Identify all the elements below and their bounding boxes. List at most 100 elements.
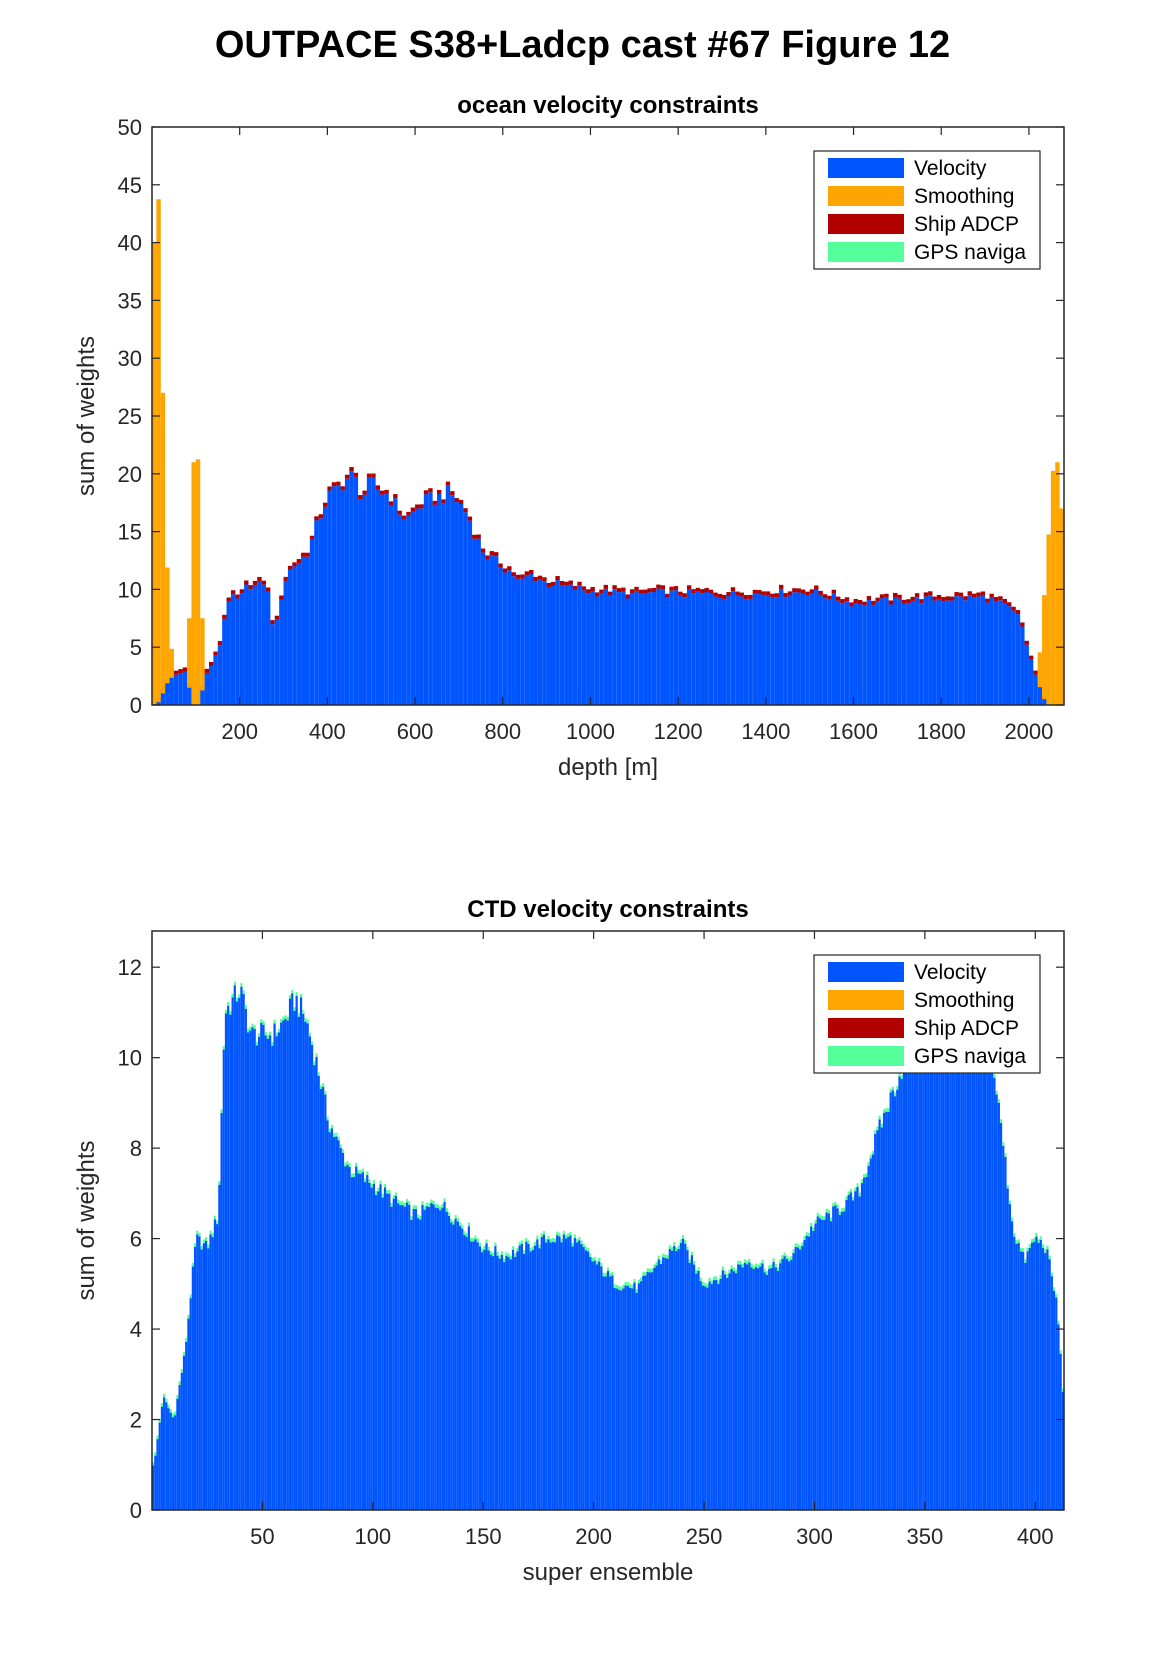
bar-cap: [483, 1246, 486, 1250]
bar-velocity: [492, 1256, 495, 1510]
bar-cap: [266, 1035, 270, 1039]
bar-velocity: [628, 1287, 632, 1510]
bar-cap: [730, 587, 736, 592]
bar-velocity: [314, 520, 319, 705]
bar-cap: [454, 1215, 457, 1219]
bar-cap: [304, 1018, 307, 1022]
y-tick-label: 45: [118, 173, 142, 198]
bar-cap: [598, 1257, 601, 1262]
bar-cap: [844, 597, 850, 602]
bar-cap: [936, 594, 942, 599]
bar-velocity: [761, 595, 766, 705]
bar-velocity: [260, 1022, 263, 1510]
bar-cap: [327, 486, 332, 491]
bar-cap: [524, 571, 530, 576]
bar-velocity: [341, 1152, 345, 1510]
bar-cap: [344, 1162, 347, 1167]
bar-velocity: [1008, 1204, 1012, 1510]
bar-cap: [410, 1216, 413, 1220]
bar-velocity: [739, 596, 744, 705]
bar-cap: [1006, 1184, 1009, 1189]
bar-velocity: [516, 1251, 519, 1510]
bar-cap: [308, 1032, 311, 1037]
bar-velocity: [480, 552, 486, 705]
bar-velocity: [231, 997, 234, 1510]
bar-velocity: [350, 1177, 353, 1510]
bar-cap: [341, 1149, 345, 1153]
bar-velocity: [458, 503, 464, 705]
bar-velocity: [986, 1038, 989, 1510]
bar-cap: [485, 555, 490, 560]
bar-velocity: [768, 1268, 771, 1510]
legend: Velocity Smoothing Ship ADCP GPS naviga: [813, 150, 1041, 270]
bar-cap: [914, 593, 920, 598]
bar-velocity: [893, 1096, 897, 1510]
bar-cap: [393, 494, 398, 499]
bar-cap: [980, 591, 986, 596]
bar-velocity: [928, 595, 933, 705]
bar-velocity: [752, 1269, 755, 1510]
bar-cap: [441, 499, 446, 504]
bar-cap: [799, 1245, 802, 1250]
bar-cap: [976, 592, 981, 597]
bar-cap: [454, 498, 459, 503]
bar-velocity: [958, 596, 964, 705]
bar-velocity: [202, 1243, 205, 1510]
bar-cap: [366, 1171, 369, 1176]
bar-velocity: [529, 573, 534, 705]
bar-cap: [213, 651, 218, 656]
bar-velocity: [748, 598, 753, 705]
bar-cap: [857, 599, 863, 605]
bar-velocity: [796, 1247, 800, 1510]
bar-velocity: [340, 490, 345, 705]
bar-cap: [494, 552, 499, 557]
bar-velocity: [854, 1191, 857, 1510]
bar-velocity: [520, 1243, 523, 1510]
bar-velocity: [246, 1032, 250, 1510]
bar-cap: [467, 1222, 470, 1227]
bar-cap: [355, 1162, 358, 1167]
bar-velocity: [538, 1248, 541, 1510]
bar-velocity: [611, 1275, 614, 1510]
bar-velocity: [927, 1025, 930, 1510]
bar-velocity: [450, 495, 455, 705]
bar-smoothing: [165, 567, 170, 684]
bar-cap: [699, 1277, 702, 1282]
bar-velocity: [1050, 1276, 1053, 1510]
bar-velocity: [309, 539, 315, 705]
bar-cap: [901, 599, 907, 604]
bar-cap: [458, 1222, 462, 1227]
bar-cap: [271, 1042, 274, 1046]
bar-velocity: [1007, 606, 1012, 705]
bar-velocity: [306, 1023, 309, 1510]
bar-cap: [889, 1088, 892, 1093]
bar-cap: [226, 597, 231, 602]
bar-velocity: [834, 1205, 837, 1510]
bar-cap: [600, 1262, 603, 1267]
bar-cap: [558, 1232, 561, 1237]
bar-cap: [710, 1280, 713, 1285]
bar-velocity: [669, 590, 674, 705]
bar-velocity: [313, 1065, 316, 1510]
bar-velocity: [1030, 1242, 1034, 1510]
bar-velocity: [701, 1285, 705, 1510]
bar-velocity: [502, 572, 508, 705]
bar-cap: [688, 1259, 691, 1263]
bar-velocity: [200, 1249, 203, 1510]
bar-cap: [244, 1005, 247, 1009]
bar-cap: [621, 587, 626, 592]
bar-cap: [514, 1253, 517, 1257]
bar-cap: [790, 1256, 793, 1260]
legend-swatch: [828, 1018, 904, 1038]
bar-cap: [591, 1257, 594, 1262]
bar-velocity: [393, 498, 398, 705]
bar-velocity: [856, 1186, 859, 1510]
bar-cap: [700, 589, 705, 594]
bar-velocity: [287, 569, 293, 705]
bar-cap: [1020, 622, 1025, 627]
bar-velocity: [863, 1177, 866, 1510]
bar-cap: [292, 562, 297, 567]
bar-velocity: [525, 1241, 528, 1510]
bar-velocity: [794, 1246, 797, 1510]
